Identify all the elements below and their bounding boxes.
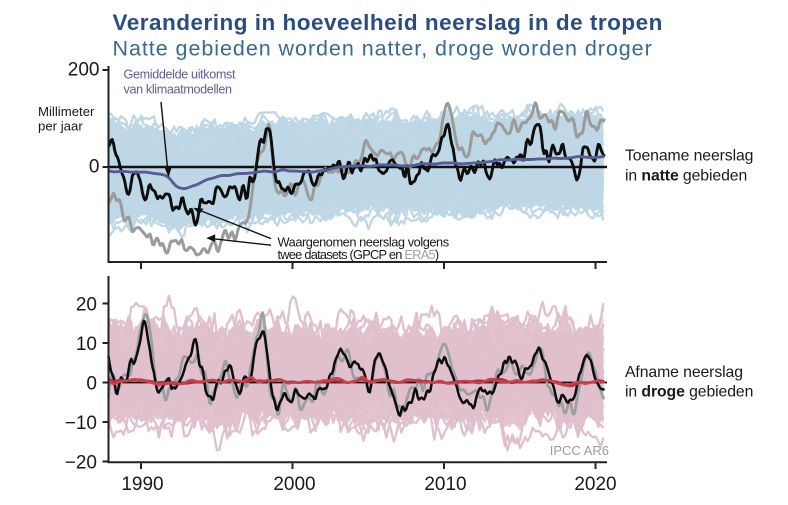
svg-text:−10: −10 [65,413,97,434]
svg-text:20: 20 [76,294,97,315]
svg-text:0: 0 [89,157,100,178]
svg-text:1990: 1990 [121,474,163,495]
svg-text:twee datasets (GPCP en ERA5): twee datasets (GPCP en ERA5) [278,247,439,262]
svg-text:Toename neerslag: Toename neerslag [625,148,753,165]
svg-text:van klimaatmodellen: van klimaatmodellen [124,83,232,97]
svg-text:Natte gebieden worden natter,: Natte gebieden worden natter, droge word… [113,37,653,61]
svg-text:2010: 2010 [424,474,466,495]
svg-text:per jaar: per jaar [38,119,83,134]
svg-text:in natte gebieden: in natte gebieden [625,168,747,185]
svg-text:0: 0 [86,373,97,394]
svg-text:Verandering in hoeveelheid nee: Verandering in hoeveelheid neerslag in d… [113,10,663,35]
svg-text:Afname neerslag: Afname neerslag [625,364,743,381]
svg-text:Waargenomen neerslag volgens: Waargenomen neerslag volgens [278,235,449,250]
svg-text:Gemiddelde uitkomst: Gemiddelde uitkomst [124,68,236,82]
svg-text:−20: −20 [65,452,97,473]
svg-text:2020: 2020 [574,474,616,495]
svg-text:10: 10 [76,334,97,355]
svg-text:Millimeter: Millimeter [38,104,95,119]
svg-text:2000: 2000 [273,474,315,495]
svg-text:in droge gebieden: in droge gebieden [625,384,753,401]
svg-text:200: 200 [68,60,100,81]
svg-text:IPCC AR6: IPCC AR6 [550,443,609,458]
